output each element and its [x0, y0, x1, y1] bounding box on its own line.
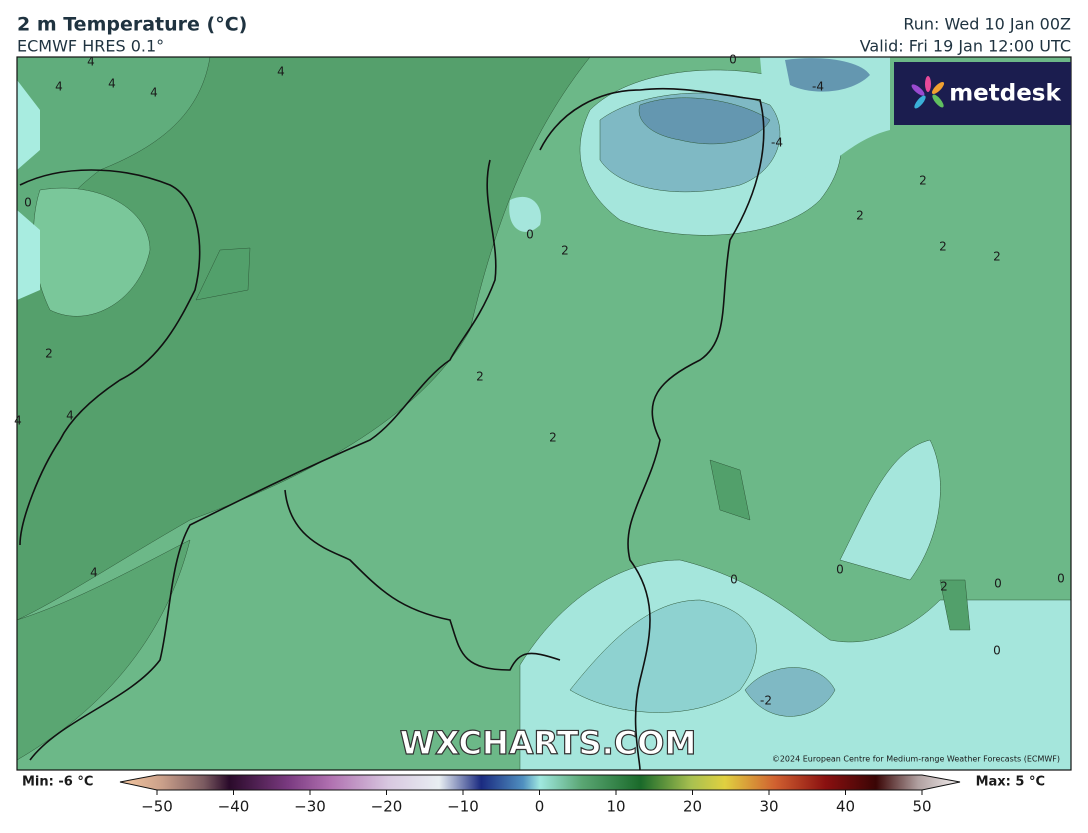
contour-label: 4	[150, 86, 158, 100]
contour-label: 0	[526, 228, 534, 242]
colorbar-tick-label: 10	[606, 798, 625, 816]
map	[17, 57, 1071, 770]
logo-icon	[911, 76, 945, 109]
colorbar-tick-label: 20	[683, 798, 702, 816]
contour-label: 0	[729, 53, 737, 67]
title: 2 m Temperature (°C)	[17, 14, 247, 36]
colorbar-tick-label: 50	[912, 798, 931, 816]
subtitle: ECMWF HRES 0.1°	[17, 37, 164, 56]
map-frame	[16, 56, 1072, 771]
valid-time: Valid: Fri 19 Jan 12:00 UTC	[860, 37, 1071, 56]
colorbar-tick-label: −40	[218, 798, 250, 816]
contour-label: 0	[730, 573, 738, 587]
contour-label: 0	[1057, 572, 1065, 586]
colorbar-tick-label: 30	[759, 798, 778, 816]
contour-label: 2	[919, 174, 927, 188]
run-time: Run: Wed 10 Jan 00Z	[903, 15, 1071, 34]
colorbar-tick-label: −30	[294, 798, 326, 816]
contour-label: 0	[993, 644, 1001, 658]
contour-label: 2	[476, 370, 484, 384]
colorbar-tick-label: 0	[535, 798, 545, 816]
contour-label: 2	[45, 347, 53, 361]
contour-label: 4	[14, 414, 22, 428]
contour-label: 2	[561, 244, 569, 258]
contour-label: 4	[87, 55, 95, 69]
contour-label: 2	[856, 209, 864, 223]
contour-label: -4	[812, 80, 824, 94]
contour-label: -2	[760, 694, 772, 708]
contour-label: 0	[836, 563, 844, 577]
contour-label: 4	[108, 77, 116, 91]
contour-label: 0	[994, 577, 1002, 591]
min-label: Min: -6 °C	[22, 775, 93, 790]
contour-label: 0	[24, 196, 32, 210]
contour-label: 4	[55, 80, 63, 94]
contour-label: 2	[939, 240, 947, 254]
watermark: WXCHARTS.COM	[400, 724, 697, 762]
colorbar-tick-label: 40	[836, 798, 855, 816]
colorbar	[119, 774, 961, 791]
colorbar-ticks: −50 −40 −30 −20 −10 0 10 20 30 40 50	[141, 790, 932, 816]
contour-label: 4	[66, 409, 74, 423]
contour-label: 2	[940, 580, 948, 594]
colorbar-tick-label: −10	[447, 798, 479, 816]
contour-label: 4	[277, 65, 285, 79]
colorbar-tick-label: −20	[371, 798, 403, 816]
logo-text: metdesk	[949, 81, 1061, 107]
max-label: Max: 5 °C	[976, 775, 1045, 790]
contour-label: 2	[549, 431, 557, 445]
colorbar-tick-label: −50	[141, 798, 173, 816]
contour-label: -4	[771, 136, 783, 150]
contour-label: 2	[993, 250, 1001, 264]
copyright: ©2024 European Centre for Medium-range W…	[772, 755, 1060, 764]
contour-label: 4	[90, 566, 98, 580]
